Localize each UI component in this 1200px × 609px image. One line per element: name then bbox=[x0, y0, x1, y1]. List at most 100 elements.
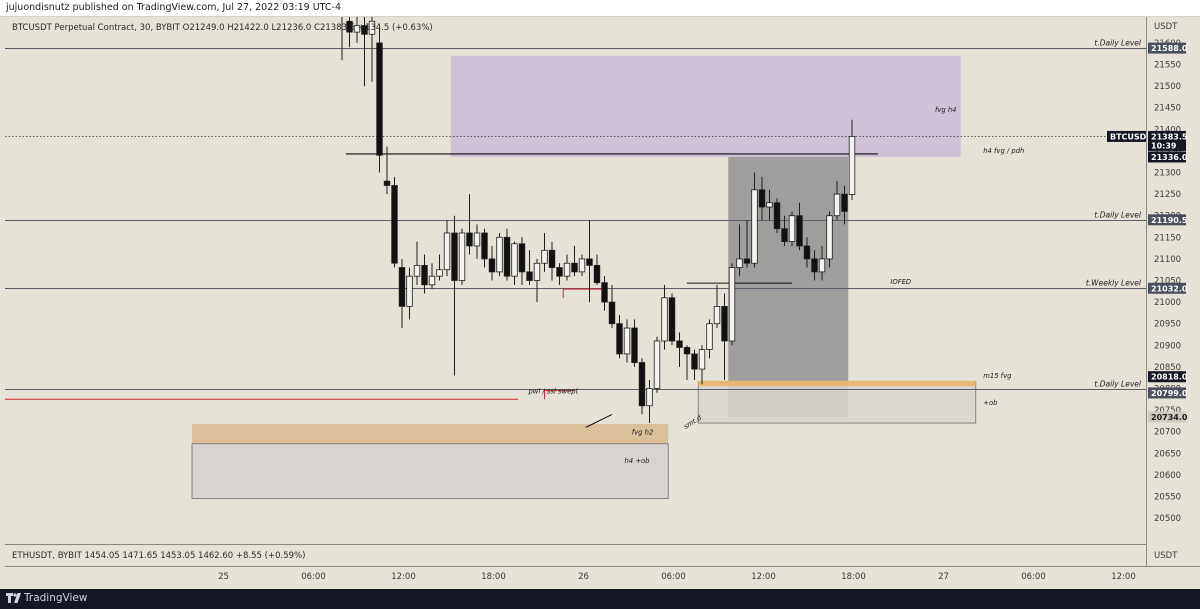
sub-pane[interactable] bbox=[5, 545, 1146, 566]
candle[interactable] bbox=[361, 8, 368, 87]
candle[interactable] bbox=[481, 228, 488, 268]
price-badge-text: 21336.0 bbox=[1151, 153, 1188, 162]
candle[interactable] bbox=[841, 185, 848, 225]
candle[interactable] bbox=[533, 258, 541, 303]
candle[interactable] bbox=[586, 220, 593, 303]
candle[interactable] bbox=[616, 315, 623, 359]
candle[interactable] bbox=[623, 319, 631, 363]
candle[interactable] bbox=[736, 224, 743, 277]
candle[interactable] bbox=[443, 220, 451, 277]
candle[interactable] bbox=[848, 119, 856, 201]
candle[interactable] bbox=[706, 319, 713, 359]
candle[interactable] bbox=[691, 349, 698, 380]
candle-body bbox=[511, 243, 518, 277]
candle[interactable] bbox=[518, 237, 526, 285]
price-badge: 21336.0 bbox=[1148, 151, 1188, 163]
candle[interactable] bbox=[653, 336, 661, 393]
candle-body bbox=[413, 264, 421, 277]
candle-body bbox=[556, 267, 563, 277]
level-price-badge: 21588.0 bbox=[1148, 42, 1188, 54]
candle[interactable] bbox=[811, 250, 818, 281]
candle[interactable] bbox=[466, 194, 473, 255]
candle[interactable] bbox=[391, 176, 398, 268]
candle[interactable] bbox=[421, 254, 428, 294]
price-tick-label: 21050 bbox=[1154, 277, 1181, 287]
candle[interactable] bbox=[751, 172, 758, 268]
candle[interactable] bbox=[668, 293, 676, 346]
candle[interactable] bbox=[803, 237, 811, 268]
candle[interactable] bbox=[353, 4, 361, 43]
price-badge-text: 20734.0 bbox=[1151, 413, 1188, 422]
candle[interactable] bbox=[473, 224, 481, 259]
candle[interactable] bbox=[758, 176, 766, 221]
candle[interactable] bbox=[661, 284, 668, 350]
candle[interactable] bbox=[571, 245, 578, 277]
candle[interactable] bbox=[781, 215, 788, 246]
candle[interactable] bbox=[526, 250, 533, 285]
candle[interactable] bbox=[368, 0, 376, 82]
candle-body bbox=[683, 347, 691, 355]
candle[interactable] bbox=[413, 241, 421, 285]
candle[interactable] bbox=[556, 263, 563, 285]
candle[interactable] bbox=[406, 267, 413, 320]
brand-name: TradingView bbox=[24, 592, 88, 604]
candle[interactable] bbox=[451, 215, 458, 376]
candle[interactable] bbox=[383, 146, 391, 195]
candle[interactable] bbox=[593, 254, 601, 285]
candle[interactable] bbox=[773, 198, 781, 233]
annotation-label: fvg h2 bbox=[632, 428, 654, 436]
price-tick-label: 21000 bbox=[1154, 298, 1181, 308]
candle[interactable] bbox=[601, 276, 608, 311]
candle[interactable] bbox=[728, 263, 736, 346]
price-badge-bg bbox=[1148, 139, 1186, 151]
candle[interactable] bbox=[766, 189, 773, 221]
candle[interactable] bbox=[796, 202, 803, 251]
candle[interactable] bbox=[833, 181, 841, 221]
annotation-label: IOFED bbox=[890, 278, 911, 286]
candle[interactable] bbox=[339, 0, 345, 61]
candle[interactable] bbox=[458, 228, 466, 285]
candle[interactable] bbox=[608, 284, 616, 329]
candle[interactable] bbox=[503, 228, 511, 281]
candle[interactable] bbox=[713, 284, 721, 329]
candle[interactable] bbox=[631, 319, 638, 367]
candle[interactable] bbox=[743, 220, 751, 268]
sub-legend: ETHUSDT, BYBIT 1454.05 1471.65 1453.05 1… bbox=[12, 551, 305, 561]
candle[interactable] bbox=[436, 254, 443, 281]
candle-body bbox=[631, 327, 638, 363]
candle[interactable] bbox=[496, 232, 503, 277]
candle-body bbox=[601, 282, 608, 303]
candle[interactable] bbox=[683, 345, 691, 380]
candle[interactable] bbox=[638, 358, 646, 415]
candle[interactable] bbox=[428, 263, 436, 290]
candle-body bbox=[391, 185, 398, 264]
candle[interactable] bbox=[541, 232, 548, 272]
candle[interactable] bbox=[826, 211, 833, 268]
candle-body bbox=[346, 20, 353, 33]
smt-line bbox=[585, 413, 613, 428]
candle[interactable] bbox=[578, 254, 586, 277]
purple-zone bbox=[450, 55, 961, 157]
grey-fvg-zone bbox=[728, 156, 849, 418]
candle[interactable] bbox=[788, 211, 796, 246]
candle[interactable] bbox=[721, 293, 728, 380]
candle[interactable] bbox=[646, 379, 653, 424]
price-axis[interactable] bbox=[1147, 17, 1200, 589]
candle-body bbox=[803, 245, 811, 260]
currency-label: USDT bbox=[1154, 22, 1178, 32]
candle[interactable] bbox=[548, 241, 556, 281]
candle[interactable] bbox=[818, 245, 826, 281]
candle[interactable] bbox=[346, 0, 353, 48]
footer-bar: TradingView bbox=[0, 589, 1200, 609]
candle[interactable] bbox=[563, 254, 571, 281]
candle[interactable] bbox=[398, 258, 406, 329]
candle[interactable] bbox=[698, 345, 706, 385]
candle[interactable] bbox=[676, 332, 683, 367]
candle[interactable] bbox=[511, 241, 518, 285]
time-axis[interactable]: 25 06:00 12:00 18:00 26 06:00 12:00 18:00 27 06:0… bbox=[218, 572, 1200, 582]
candle[interactable] bbox=[376, 25, 383, 173]
candle[interactable] bbox=[488, 245, 496, 281]
price-tick-label: 21450 bbox=[1154, 104, 1181, 114]
price-chart[interactable]: t.Daily Level t.Daily Level t.Weekly Level… bbox=[0, 0, 1200, 589]
price-tick-label: 20900 bbox=[1154, 341, 1181, 351]
